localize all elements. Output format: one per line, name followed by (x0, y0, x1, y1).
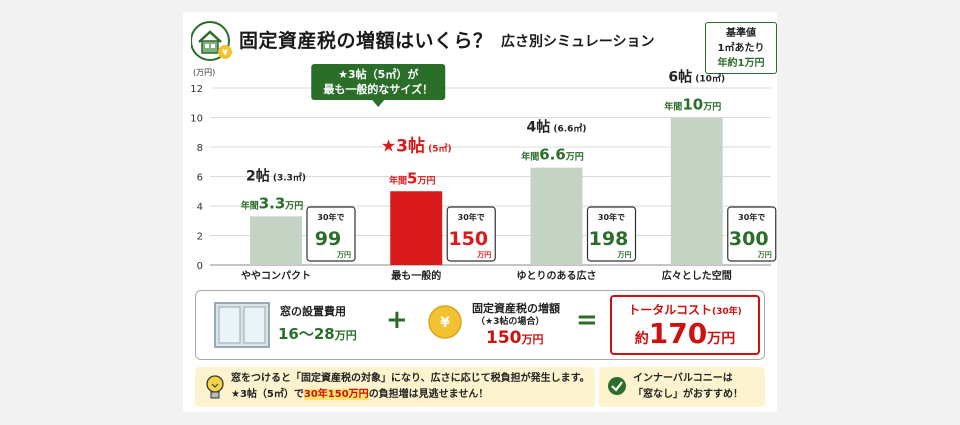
infographic-card: ¥ 固定資産税の増額はいくら？ 広さ別シミュレーション 基準値 1㎡あたり 年約… (183, 12, 777, 412)
bar (670, 117, 723, 265)
total-cost-label: トータルコスト (628, 303, 712, 317)
bar-chart: (万円) 0 2 4 6 8 10 12 ややコンパクト 年間3.3万円 2帖 (3.3㎡) 30年で… (190, 64, 777, 282)
basis-line-2: 1㎡あたり (717, 43, 765, 54)
lightbulb-icon (206, 375, 224, 399)
plus-sign: + (386, 305, 408, 335)
size-label: 4帖 (6.6㎡) (526, 119, 586, 136)
tip-box: 窓をつけると「固定資産税の対象」になり、広さに応じて税負担が発生します。 ★3帖… (195, 367, 595, 407)
thirty-year-unit: 万円 (336, 251, 351, 259)
thirty-year-box (306, 206, 356, 262)
thirty-year-label: 30年で (317, 212, 344, 222)
callout-pointer (372, 100, 385, 107)
thirty-year-box (586, 206, 637, 262)
tip-line-2: ★3帖（5㎡）で30年150万円の負担増は見逃せません！ (231, 387, 595, 403)
house-icon: ¥ (191, 21, 232, 61)
svg-text:¥: ¥ (440, 315, 450, 331)
callout-line-2: 最も一般的なサイズ！ (323, 82, 433, 96)
y-tick-label: 12 (190, 84, 203, 95)
tax-increase-sub: （★3帖の場合） (476, 317, 545, 327)
y-tick-label: 8 (197, 143, 203, 154)
thirty-year-value: 198 (589, 228, 629, 250)
tip-highlight: 30年150万円 (303, 389, 369, 400)
y-axis-label: (万円) (193, 68, 215, 77)
basis-line-3: 年約1万円 (717, 58, 765, 69)
y-tick-label: 4 (197, 202, 203, 213)
tip-line-2-pre: ★3帖（5㎡）で (231, 389, 304, 400)
recommendation-box: インナーバルコニーは 「窓なし」がおすすめ！ (599, 367, 765, 407)
tax-increase-value: 150万円 (486, 328, 544, 348)
callout-balloon (311, 64, 446, 100)
page-title: 固定資産税の増額はいくら？ (239, 30, 493, 52)
total-cost-prefix: 約 (634, 331, 649, 347)
thirty-year-label: 30年で (598, 212, 625, 222)
size-label: 2帖 (3.3㎡) (246, 167, 306, 184)
total-cost-unit: 万円 (707, 331, 736, 347)
basis-line-1: 基準値 (726, 28, 756, 39)
annual-value-label: 年間3.3万円 (241, 194, 304, 212)
tax-increase-unit: 万円 (521, 333, 544, 346)
window-cost-value: 16〜28万円 (278, 323, 357, 344)
tax-increase-number: 150 (486, 328, 522, 348)
total-cost-value: 約170万円 (612, 317, 758, 350)
recommendation-line-2: 「窓なし」がおすすめ！ (633, 389, 743, 400)
total-cost-box: トータルコスト(30年) 約170万円 (610, 295, 760, 355)
thirty-year-label: 30年で (738, 212, 765, 222)
x-tick-label: ややコンパクト (241, 270, 311, 282)
thirty-year-label: 30年で (458, 212, 485, 222)
annual-value-label: 年間6.6万円 (521, 146, 584, 164)
size-label: ★3帖 (5㎡) (381, 135, 452, 156)
total-cost-number: 170 (648, 317, 708, 350)
y-tick-label: 10 (190, 114, 203, 125)
yen-coin-icon: ¥ (428, 305, 462, 339)
total-cost-period: (30年) (712, 307, 742, 317)
x-tick-label: 最も一般的 (391, 269, 441, 282)
thirty-year-value: 150 (448, 228, 488, 250)
size-label: 6帖 (10㎡) (668, 69, 725, 86)
thirty-year-unit: 万円 (757, 251, 772, 259)
window-cost-unit: 万円 (334, 329, 357, 342)
window-icon (214, 302, 270, 348)
y-tick-label: 2 (197, 232, 203, 243)
tax-increase-label: 固定資産税の増額 (472, 302, 560, 315)
annual-value-label: 年間10万円 (664, 96, 721, 114)
bar (530, 167, 583, 265)
thirty-year-value: 300 (729, 228, 769, 250)
y-tick-label: 6 (197, 173, 203, 184)
thirty-year-value: 99 (315, 228, 341, 250)
page-subtitle: 広さ別シミュレーション (501, 34, 655, 50)
equals-sign: = (576, 305, 598, 335)
tip-line-2-post: の負担増は見逃せません！ (368, 389, 489, 400)
total-cost-title: トータルコスト(30年) (612, 301, 758, 318)
thirty-year-box (727, 206, 777, 262)
x-tick-label: 広々とした空間 (662, 269, 732, 282)
y-tick-label: 0 (197, 261, 203, 272)
bar (390, 191, 443, 265)
recommendation-line-1: インナーバルコニーは (633, 373, 733, 384)
x-tick-label: ゆとりのある広さ (517, 269, 597, 282)
tip-line-1: 窓をつけると「固定資産税の対象」になり、広さに応じて税負担が発生します。 (231, 373, 590, 384)
header: ¥ 固定資産税の増額はいくら？ 広さ別シミュレーション 基準値 1㎡あたり 年約… (191, 18, 777, 74)
callout-line-1: ★3帖（5㎡）が (338, 67, 418, 81)
svg-text:¥: ¥ (222, 48, 228, 57)
cost-summary: 窓の設置費用 16〜28万円 + ¥ 固定資産税の増額 （★3帖の場合） 150… (195, 290, 765, 360)
thirty-year-box (446, 206, 496, 262)
thirty-year-unit: 万円 (617, 251, 632, 259)
basis-badge: 基準値 1㎡あたり 年約1万円 (705, 22, 777, 74)
thirty-year-unit: 万円 (476, 251, 491, 259)
annual-value-label: 年間5万円 (389, 169, 435, 187)
window-cost-number: 16〜28 (278, 325, 335, 343)
bar (250, 216, 302, 265)
check-circle-icon (608, 377, 626, 395)
window-cost-label: 窓の設置費用 (280, 305, 346, 318)
